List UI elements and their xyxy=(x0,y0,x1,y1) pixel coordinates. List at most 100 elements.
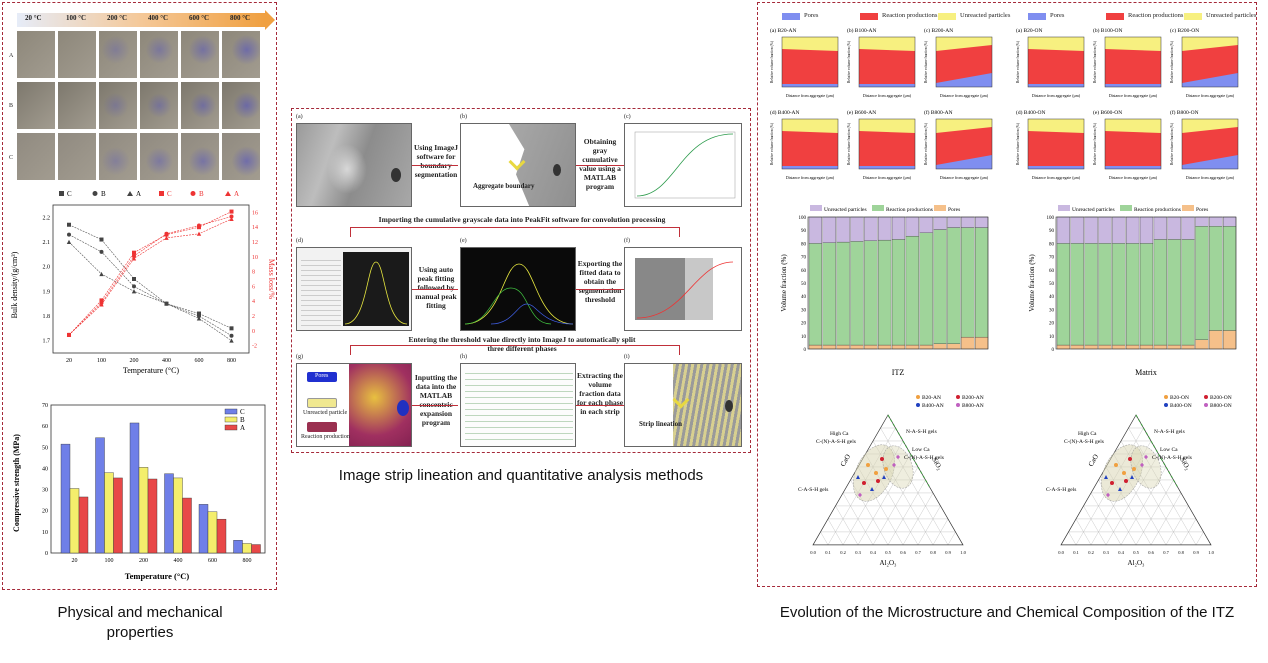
strength-y-tick: 60 xyxy=(42,424,48,430)
letter-b: (b) xyxy=(460,114,467,120)
density-y-tick: 1.8 xyxy=(43,314,51,320)
ternary-legend-label: B800-ON xyxy=(1210,403,1232,409)
pores-area xyxy=(1028,84,1084,87)
bar-y-tick: 40 xyxy=(801,295,807,300)
bar-segment-unreacted xyxy=(961,216,975,228)
bar-legend-swatch xyxy=(1120,205,1132,211)
composition-point xyxy=(1132,467,1136,471)
legend-b-mass: B xyxy=(199,190,204,198)
strength-y-label: Compressive strength (MPa) xyxy=(12,434,21,532)
bar-segment-unreacted xyxy=(1112,216,1126,244)
specimen-photo xyxy=(58,31,96,78)
area-chart-title: (a) B20-AN xyxy=(770,27,796,34)
legend-a-density: A xyxy=(136,190,141,198)
data-point xyxy=(229,214,234,219)
bar-segment-unreacted xyxy=(822,216,836,243)
letter-c: (c) xyxy=(624,114,631,120)
area-chart-thumbnail: (b) B100-AN Distance from aggregate (μm) R… xyxy=(847,27,916,98)
data-point xyxy=(67,232,71,237)
region-label-nash: N-A-S-H gels xyxy=(1154,429,1185,435)
composition-point xyxy=(1140,462,1144,468)
bar-y-tick: 70 xyxy=(801,256,807,261)
ternary-tick: 0.5 xyxy=(1133,550,1139,555)
bar-segment-reaction xyxy=(1153,239,1167,346)
ternary-legend-marker xyxy=(956,395,960,399)
legend-label: Pores xyxy=(804,12,819,19)
area-chart-thumbnail: (f) B800-AN Distance from aggregate (μm) R… xyxy=(924,109,993,180)
strength-y-tick: 10 xyxy=(42,530,48,536)
grid-line xyxy=(857,453,911,545)
strength-y-tick: 20 xyxy=(42,509,48,515)
bar-y-tick: 0 xyxy=(1052,348,1055,353)
bar-segment-reaction xyxy=(822,242,836,346)
bar-segment-reaction xyxy=(1209,226,1223,331)
reaction-area xyxy=(1105,49,1161,87)
mass-loss-line xyxy=(68,218,232,336)
region-label-cash: C-A-S-H gels xyxy=(1046,487,1076,493)
letter-f: (f) xyxy=(624,238,630,244)
density-y-tick: 2.0 xyxy=(43,265,51,271)
specimen-photo xyxy=(99,31,137,78)
step-gray-cumulative: Obtaining gray cumulative value using a … xyxy=(579,137,621,191)
area-chart-xlabel: Distance from aggregate (μm) xyxy=(940,93,989,98)
bar-segment-pores xyxy=(1167,344,1181,350)
region-label-high-ca-2: C-(N)-A-S-H gels xyxy=(1064,438,1104,445)
data-point xyxy=(164,301,169,306)
strength-bar xyxy=(216,518,227,554)
area-chart-xlabel: Distance from aggregate (μm) xyxy=(1186,175,1235,180)
specimen-photo xyxy=(99,133,137,180)
bar-y-tick: 20 xyxy=(801,322,807,327)
row-label-a: A xyxy=(9,53,14,59)
bar-segment-unreacted xyxy=(1139,216,1154,244)
bar-y-tick: 90 xyxy=(801,229,807,234)
grid-line xyxy=(880,427,949,545)
bar-segment-unreacted xyxy=(836,216,850,243)
strength-x-label: Temperature (°C) xyxy=(125,571,190,581)
legend-label: Reaction productions xyxy=(882,12,938,19)
ternary-tick: 0.0 xyxy=(1058,550,1064,555)
strength-x-tick: 200 xyxy=(139,558,148,564)
region-label-high-ca-2: C-(N)-A-S-H gels xyxy=(816,438,856,445)
step-export-threshold: Exporting the fitted data to obtain the … xyxy=(577,259,623,304)
bar-segment-unreacted xyxy=(864,216,878,241)
na-edge xyxy=(887,414,930,487)
composition-point xyxy=(1104,475,1108,479)
bar-x-label: ITZ xyxy=(892,368,905,377)
bar-legend-swatch xyxy=(1058,205,1070,211)
bar-segment-unreacted xyxy=(850,216,864,242)
area-chart-thumbnail: (e) B600-ON Distance from aggregate (μm) R… xyxy=(1093,109,1162,180)
density-y-tick: 2.1 xyxy=(43,240,51,246)
legend-swatch xyxy=(1028,13,1046,20)
ternary-tick: 0.4 xyxy=(1118,550,1124,555)
area-chart-xlabel: Distance from aggregate (μm) xyxy=(863,93,912,98)
strength-x-tick: 20 xyxy=(72,558,78,564)
area-chart-ylabel: Relative volume fraction (%) xyxy=(1093,122,1097,165)
legend-swatch xyxy=(860,13,878,20)
bar-segment-pores xyxy=(822,344,836,350)
bar-segment-reaction xyxy=(1195,226,1209,340)
reaction-area xyxy=(1105,131,1161,169)
bar-segment-reaction xyxy=(891,239,906,346)
density-x-tick: 400 xyxy=(162,358,171,364)
density-x-tick: 200 xyxy=(130,358,139,364)
step-boundary-segmentation: Using ImageJ software for boundary segme… xyxy=(414,143,458,179)
caption-middle: Image strip lineation and quantitative a… xyxy=(338,467,704,484)
bar-segment-unreacted xyxy=(878,216,892,241)
data-point xyxy=(99,271,104,277)
area-chart-ylabel: Relative volume fraction (%) xyxy=(1093,40,1097,83)
mass-loss-y-tick: 16 xyxy=(252,210,258,216)
specimen-photo xyxy=(17,82,55,129)
bar-y-tick: 0 xyxy=(804,348,807,353)
letter-i: (i) xyxy=(624,354,630,360)
bar-segment-unreacted xyxy=(1056,216,1070,244)
data-point xyxy=(131,289,137,294)
composition-point xyxy=(862,481,866,485)
data-point xyxy=(131,256,137,261)
bar-segment-pores xyxy=(1098,344,1112,350)
bar-segment-unreacted xyxy=(919,216,933,233)
microstructure-panel: Pores Reaction productions Unreacted parti… xyxy=(757,2,1257,587)
row-label-b: B xyxy=(9,103,14,109)
pores-area xyxy=(936,73,992,87)
temperature-label: 800 °C xyxy=(230,14,251,22)
legend-unreacted-label: Unreacted particle xyxy=(303,410,348,416)
